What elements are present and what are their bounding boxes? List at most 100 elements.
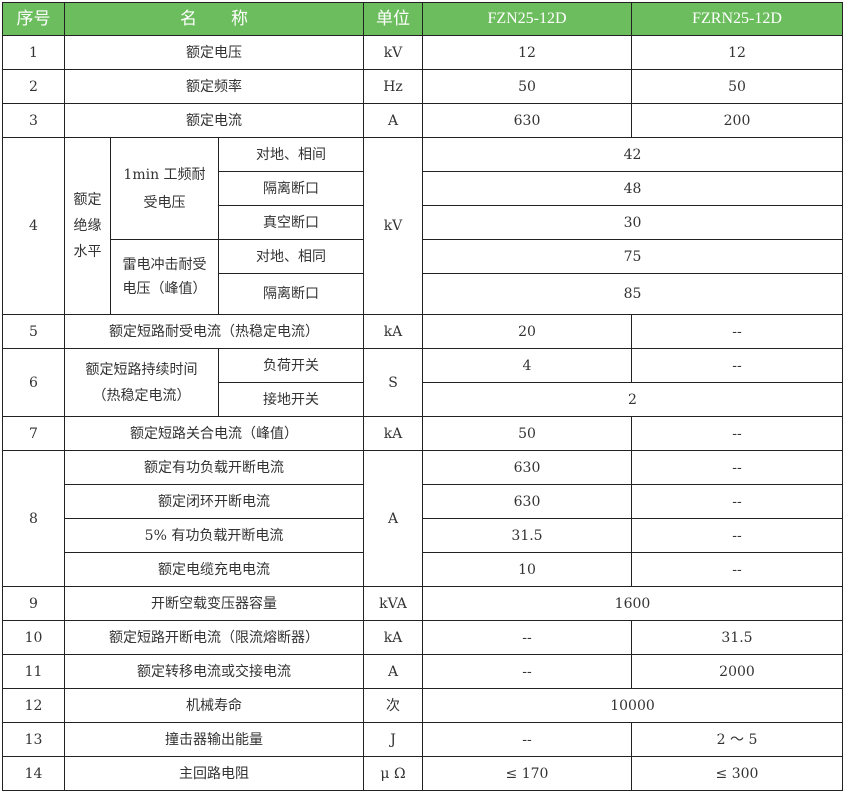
row-value: 2 — [422, 382, 843, 417]
table-row: 隔离断口 48 — [3, 171, 843, 206]
row-value-2: 2000 — [631, 654, 843, 689]
row-value-2: -- — [631, 348, 843, 383]
group-label: 雷电冲击耐受电压（峰值） — [110, 239, 219, 315]
row-value-2: 31.5 — [631, 620, 843, 655]
row-no: 3 — [2, 103, 65, 138]
table-row: 3 额定电流 A 630 200 — [2, 103, 843, 138]
row-unit: S — [363, 348, 423, 417]
table-row: 雷电冲击耐受电压（峰值） 对地、相同 75 — [3, 239, 843, 315]
row-value: 75 — [422, 239, 843, 274]
row-name: 额定短路持续时间（热稳定电流） — [64, 348, 219, 417]
row-unit: kA — [363, 314, 423, 349]
row-name: 机械寿命 — [64, 688, 364, 723]
table-row: 4 额定绝缘水平 1min 工频耐受电压 对地、相间 kV 42 — [2, 137, 843, 315]
row-value: 10000 — [422, 688, 843, 723]
row-value-1: -- — [422, 620, 632, 655]
header-unit: 单位 — [363, 2, 423, 36]
row-no: 4 — [2, 137, 65, 315]
row-name: 额定短路耐受电流（热稳定电流） — [64, 314, 364, 349]
row-unit: Hz — [363, 69, 423, 104]
row-value: 42 — [422, 137, 843, 172]
row-no: 11 — [2, 654, 65, 689]
row-value-2: 200 — [631, 103, 843, 138]
row-value-1: 630 — [422, 450, 632, 485]
table-row: 额定电缆充电电流 10 -- — [3, 552, 843, 587]
table-row: 隔离断口 85 — [3, 273, 843, 315]
row-name: 额定电缆充电电流 — [64, 552, 364, 587]
row-value-1: -- — [422, 722, 632, 757]
sub-label: 隔离断口 — [218, 171, 364, 206]
row-value-2: -- — [631, 314, 843, 349]
row-value-1: 12 — [422, 35, 632, 70]
table-row: 9 开断空载变压器容量 kVA 1600 — [2, 586, 843, 621]
row-name: 额定短路关合电流（峰值） — [64, 416, 364, 451]
row-value-2: 12 — [631, 35, 843, 70]
row-no: 9 — [2, 586, 65, 621]
row-name: 主回路电阻 — [64, 756, 364, 791]
row-value-1: 20 — [422, 314, 632, 349]
sub-label: 接地开关 — [218, 382, 364, 417]
table-row: 接地开关 2 — [3, 382, 843, 417]
table-row: 10 额定短路开断电流（限流熔断器） kA -- 31.5 — [2, 620, 843, 655]
row-unit: A — [363, 450, 423, 587]
row-name: 额定绝缘水平 — [64, 137, 111, 315]
table-row: 7 额定短路关合电流（峰值） kA 50 -- — [2, 416, 843, 451]
table-row: 14 主回路电阻 μ Ω ≤ 170 ≤ 300 — [2, 756, 843, 791]
row-no: 5 — [2, 314, 65, 349]
sub-label: 对地、相同 — [218, 239, 364, 274]
row-value-2: -- — [631, 416, 843, 451]
table-row: 11 额定转移电流或交接电流 A -- 2000 — [2, 654, 843, 689]
sub-label: 负荷开关 — [218, 348, 364, 383]
row-name: 5% 有功负载开断电流 — [64, 518, 364, 553]
table-row: 12 机械寿命次 10000 — [2, 688, 843, 723]
row-value: 48 — [422, 171, 843, 206]
row-value-1: -- — [422, 654, 632, 689]
row-value-1: 630 — [422, 484, 632, 519]
table-row: 5 额定短路耐受电流（热稳定电流） kA 20 -- — [2, 314, 843, 349]
row-name: 额定有功负载开断电流 — [64, 450, 364, 485]
header-name: 名 称 — [64, 2, 364, 36]
row-unit: kVA — [363, 586, 423, 621]
row-no: 1 — [2, 35, 65, 70]
row-name: 撞击器输出能量 — [64, 722, 364, 757]
table-row: 13 撞击器输出能量 J -- 2 ～ 5 — [2, 722, 843, 757]
sub-label: 真空断口 — [218, 205, 364, 240]
header-row: 序号 名 称 单位 FZN25-12D FZRN25-12D — [2, 2, 843, 36]
row-no: 8 — [2, 450, 65, 587]
row-no: 12 — [2, 688, 65, 723]
row-name: 开断空载变压器容量 — [64, 586, 364, 621]
table-row: 5% 有功负载开断电流 31.5 -- — [3, 518, 843, 553]
row-value-2: ≤ 300 — [631, 756, 843, 791]
row-value-1: 50 — [422, 416, 632, 451]
row-no: 13 — [2, 722, 65, 757]
row-unit: kV — [363, 35, 423, 70]
row-value-1: 10 — [422, 552, 632, 587]
row-unit: kA — [363, 620, 423, 655]
row-unit: 次 — [363, 688, 423, 723]
row-value-2: -- — [631, 518, 843, 553]
header-no: 序号 — [2, 2, 65, 36]
sub-label: 隔离断口 — [218, 273, 364, 315]
header-model2: FZRN25-12D — [631, 2, 843, 36]
row-unit: kA — [363, 416, 423, 451]
table-row: 额定闭环开断电流 630 -- — [3, 484, 843, 519]
row-name: 额定转移电流或交接电流 — [64, 654, 364, 689]
group-label: 1min 工频耐受电压 — [110, 137, 219, 240]
header-model1: FZN25-12D — [422, 2, 632, 36]
row-unit: kV — [363, 137, 423, 315]
row-value-2: 2 ～ 5 — [631, 722, 843, 757]
row-name: 额定短路开断电流（限流熔断器） — [64, 620, 364, 655]
row-name: 额定电压 — [64, 35, 364, 70]
row-value-1: 4 — [422, 348, 632, 383]
row-value: 85 — [422, 273, 843, 315]
row-value: 1600 — [422, 586, 843, 621]
row-value-1: 630 — [422, 103, 632, 138]
row-unit: μ Ω — [363, 756, 423, 791]
row-value-1: 50 — [422, 69, 632, 104]
row-name: 额定闭环开断电流 — [64, 484, 364, 519]
row-no: 6 — [2, 348, 65, 417]
row-value-1: ≤ 170 — [422, 756, 632, 791]
table-row: 8 额定有功负载开断电流 A 630 -- — [2, 450, 843, 587]
table-row: 真空断口 30 — [3, 205, 843, 240]
